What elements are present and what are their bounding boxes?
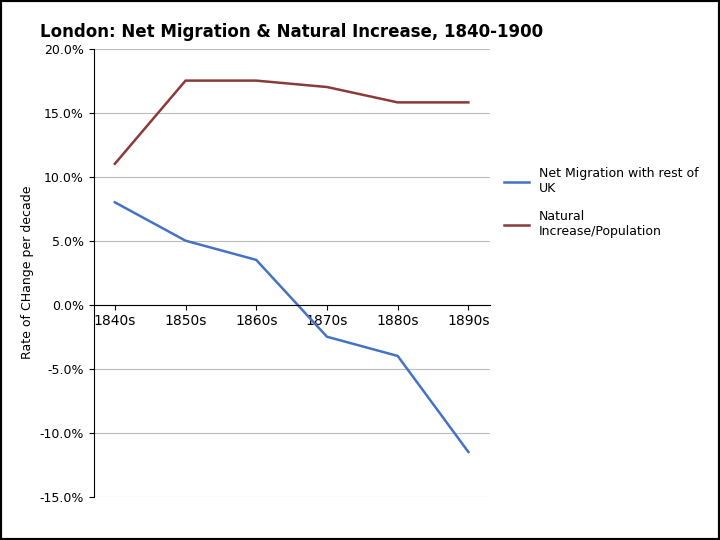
Legend: Net Migration with rest of
UK, Natural
Increase/Population: Net Migration with rest of UK, Natural I… xyxy=(504,167,698,238)
Y-axis label: Rate of CHange per decade: Rate of CHange per decade xyxy=(21,186,34,360)
Net Migration with rest of
UK xyxy=(252,256,261,263)
Natural
Increase/Population xyxy=(464,99,473,106)
Natural
Increase/Population xyxy=(181,77,190,84)
Net Migration with rest of
UK xyxy=(323,334,331,340)
Net Migration with rest of
UK xyxy=(393,353,402,359)
Line: Net Migration with rest of
UK: Net Migration with rest of UK xyxy=(114,202,469,452)
Net Migration with rest of
UK xyxy=(110,199,119,206)
Net Migration with rest of
UK xyxy=(464,449,473,455)
Natural
Increase/Population xyxy=(252,77,261,84)
Title: London: Net Migration & Natural Increase, 1840-1900: London: Net Migration & Natural Increase… xyxy=(40,23,543,42)
Net Migration with rest of
UK xyxy=(181,238,190,244)
Natural
Increase/Population xyxy=(393,99,402,106)
Line: Natural
Increase/Population: Natural Increase/Population xyxy=(114,80,469,164)
Natural
Increase/Population xyxy=(110,160,119,167)
Natural
Increase/Population xyxy=(323,84,331,90)
